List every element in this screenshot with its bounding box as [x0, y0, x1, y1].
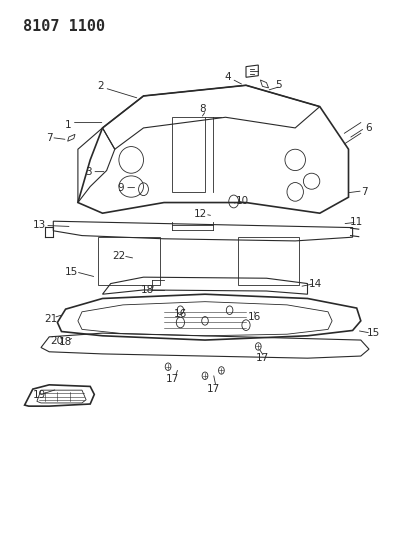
Text: 18: 18 — [59, 337, 72, 347]
Text: 14: 14 — [308, 279, 321, 288]
Text: 5: 5 — [275, 80, 281, 90]
Text: 17: 17 — [255, 353, 268, 363]
Text: 2: 2 — [97, 82, 103, 91]
Text: 22: 22 — [112, 251, 125, 261]
Text: 16: 16 — [247, 312, 260, 322]
Text: 4: 4 — [224, 72, 230, 82]
Text: 17: 17 — [206, 384, 219, 394]
Text: 8: 8 — [199, 104, 206, 114]
Text: 18: 18 — [141, 286, 154, 295]
Text: 16: 16 — [173, 310, 187, 319]
Text: 3: 3 — [85, 167, 91, 176]
Text: 11: 11 — [349, 217, 362, 227]
Text: 15: 15 — [65, 267, 78, 277]
Text: 1: 1 — [64, 120, 71, 130]
Text: 20: 20 — [50, 336, 63, 346]
Text: 21: 21 — [45, 314, 58, 324]
Text: 17: 17 — [165, 375, 178, 384]
Text: 6: 6 — [365, 123, 371, 133]
Text: 12: 12 — [194, 209, 207, 219]
Text: 19: 19 — [32, 391, 45, 400]
Text: 13: 13 — [32, 221, 45, 230]
Text: 8107 1100: 8107 1100 — [22, 19, 104, 34]
Text: 15: 15 — [366, 328, 379, 338]
Text: 7: 7 — [46, 133, 52, 142]
Text: 9: 9 — [117, 183, 124, 192]
Text: 7: 7 — [361, 187, 367, 197]
Text: 10: 10 — [235, 196, 248, 206]
